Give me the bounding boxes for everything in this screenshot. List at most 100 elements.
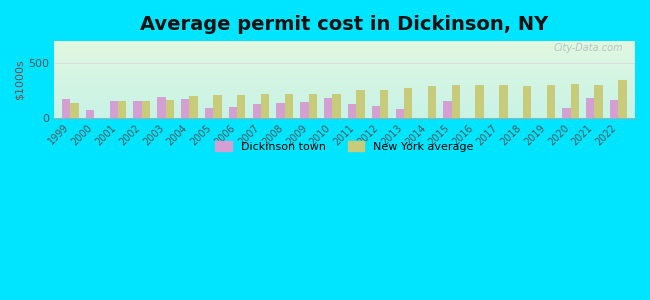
Bar [547,85,555,118]
Bar [54,63,635,64]
Bar [348,104,356,118]
Bar [428,86,436,118]
Title: Average permit cost in Dickinson, NY: Average permit cost in Dickinson, NY [140,15,549,34]
Bar [110,100,118,118]
Bar [300,102,309,118]
Bar [54,106,635,107]
Bar [54,94,635,95]
Bar [54,104,635,105]
Bar [523,86,531,118]
Bar [54,111,635,112]
Bar [70,103,79,118]
Bar [54,79,635,80]
Bar [213,95,222,118]
Bar [54,61,635,62]
Bar [54,49,635,50]
Bar [54,103,635,104]
Bar [54,43,635,44]
Bar [54,53,635,54]
Bar [618,80,627,118]
Bar [54,58,635,59]
Bar [54,107,635,108]
Bar [54,82,635,83]
Bar [610,100,618,118]
Bar [54,110,635,111]
Bar [54,42,635,43]
Bar [285,94,293,118]
Bar [356,90,365,118]
Bar [595,85,603,118]
Bar [54,85,635,86]
Bar [499,85,508,118]
Bar [205,108,213,118]
Bar [54,97,635,98]
Bar [309,94,317,118]
Bar [54,45,635,46]
Bar [86,110,94,118]
Bar [54,54,635,55]
Bar [54,114,635,115]
Bar [253,104,261,118]
Bar [54,86,635,87]
Bar [54,48,635,49]
Bar [586,98,595,118]
Bar [118,101,126,118]
Bar [475,85,484,118]
Bar [54,57,635,58]
Bar [571,84,579,118]
Bar [54,108,635,109]
Bar [380,90,389,118]
Bar [54,98,635,99]
Bar [54,90,635,91]
Bar [54,92,635,93]
Bar [54,101,635,102]
Bar [54,102,635,103]
Bar [404,88,412,118]
Bar [276,103,285,118]
Bar [54,93,635,94]
Bar [324,98,332,118]
Bar [54,72,635,73]
Bar [189,96,198,118]
Bar [54,88,635,89]
Bar [54,87,635,88]
Bar [54,67,635,68]
Bar [54,62,635,63]
Bar [54,100,635,101]
Bar [54,47,635,48]
Bar [54,77,635,78]
Bar [562,108,571,118]
Bar [54,76,635,77]
Bar [54,64,635,65]
Bar [54,68,635,69]
Bar [54,117,635,118]
Bar [54,69,635,70]
Bar [166,100,174,118]
Bar [229,107,237,118]
Bar [443,100,452,118]
Bar [54,78,635,79]
Bar [54,46,635,47]
Bar [261,94,269,118]
Bar [54,99,635,100]
Bar [157,98,166,118]
Bar [54,56,635,57]
Bar [332,94,341,118]
Bar [54,65,635,66]
Bar [396,110,404,118]
Bar [54,84,635,85]
Bar [54,112,635,113]
Bar [181,99,189,118]
Bar [54,51,635,52]
Bar [54,71,635,72]
Y-axis label: $1000s: $1000s [15,59,25,100]
Bar [54,61,635,62]
Bar [54,50,635,51]
Bar [54,59,635,60]
Bar [54,109,635,110]
Bar [54,96,635,97]
Bar [54,41,635,42]
Legend: Dickinson town, New York average: Dickinson town, New York average [211,137,478,156]
Bar [54,60,635,61]
Bar [54,116,635,117]
